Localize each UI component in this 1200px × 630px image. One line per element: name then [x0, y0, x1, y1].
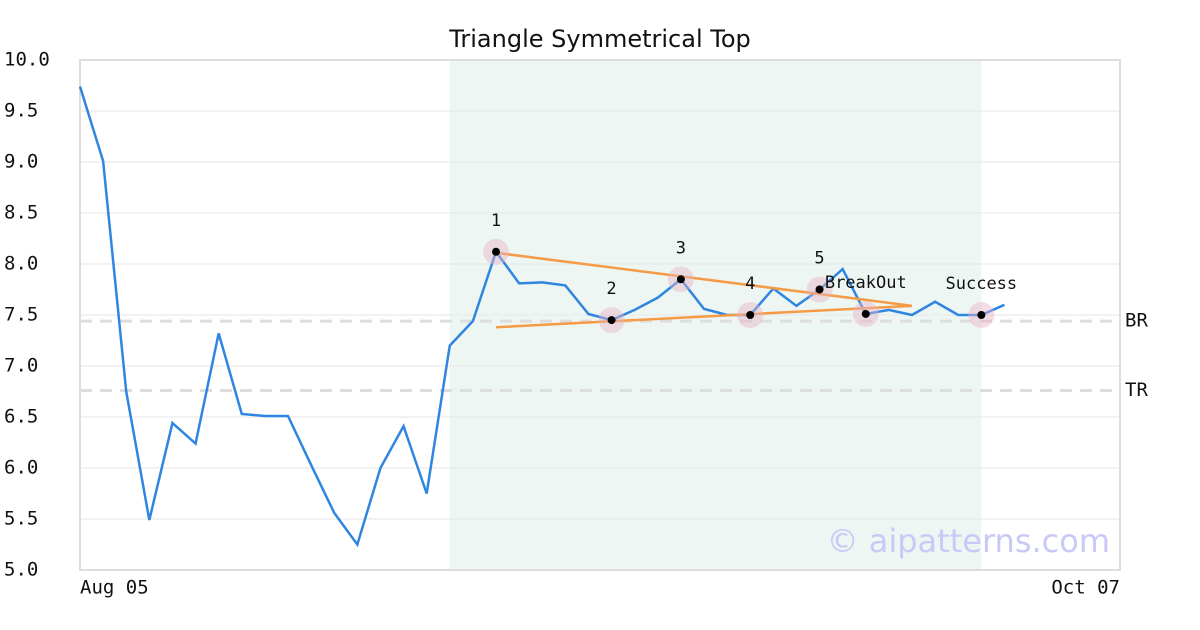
- x-tick-label: Aug 05: [80, 577, 149, 599]
- marker-label: 5: [814, 249, 824, 269]
- marker-dot: [607, 316, 616, 325]
- marker-dot: [746, 311, 755, 319]
- marker-label: 1: [491, 211, 501, 231]
- y-tick-label: 8.0: [4, 253, 38, 275]
- y-tick-label: 7.0: [4, 355, 38, 377]
- y-tick-label: 5.5: [4, 508, 38, 530]
- trend-line: [495, 251, 913, 308]
- price-line: [78, 86, 1005, 548]
- y-tick-label: 7.5: [4, 304, 38, 326]
- marker-dot: [676, 275, 685, 284]
- y-tick-label: 6.5: [4, 406, 38, 428]
- plot-border: [79, 59, 1121, 571]
- marker-label: BreakOut: [825, 273, 907, 293]
- marker-label: 3: [676, 238, 686, 258]
- marker-dot: [492, 247, 500, 256]
- y-tick-label: 10.0: [4, 49, 50, 71]
- marker-label: 2: [606, 279, 616, 299]
- y-tick-label: 5.0: [4, 559, 38, 581]
- marker-label: Success: [946, 274, 1018, 294]
- marker-dot: [977, 311, 986, 319]
- x-tick-label: Oct 07: [1051, 577, 1120, 599]
- marker-label: 4: [745, 274, 755, 294]
- y-tick-label: 9.0: [4, 151, 38, 173]
- reference-label: TR: [1125, 379, 1148, 401]
- y-tick-label: 8.5: [4, 202, 38, 224]
- marker-dot: [861, 309, 870, 318]
- watermark: © aipatterns.com: [827, 522, 1110, 560]
- y-tick-label: 9.5: [4, 100, 38, 122]
- y-tick-label: 6.0: [4, 457, 38, 479]
- reference-label: BR: [1125, 310, 1148, 332]
- marker-dot: [815, 285, 824, 294]
- trend-line: [495, 304, 913, 329]
- chart-title: Triangle Symmetrical Top: [448, 25, 751, 53]
